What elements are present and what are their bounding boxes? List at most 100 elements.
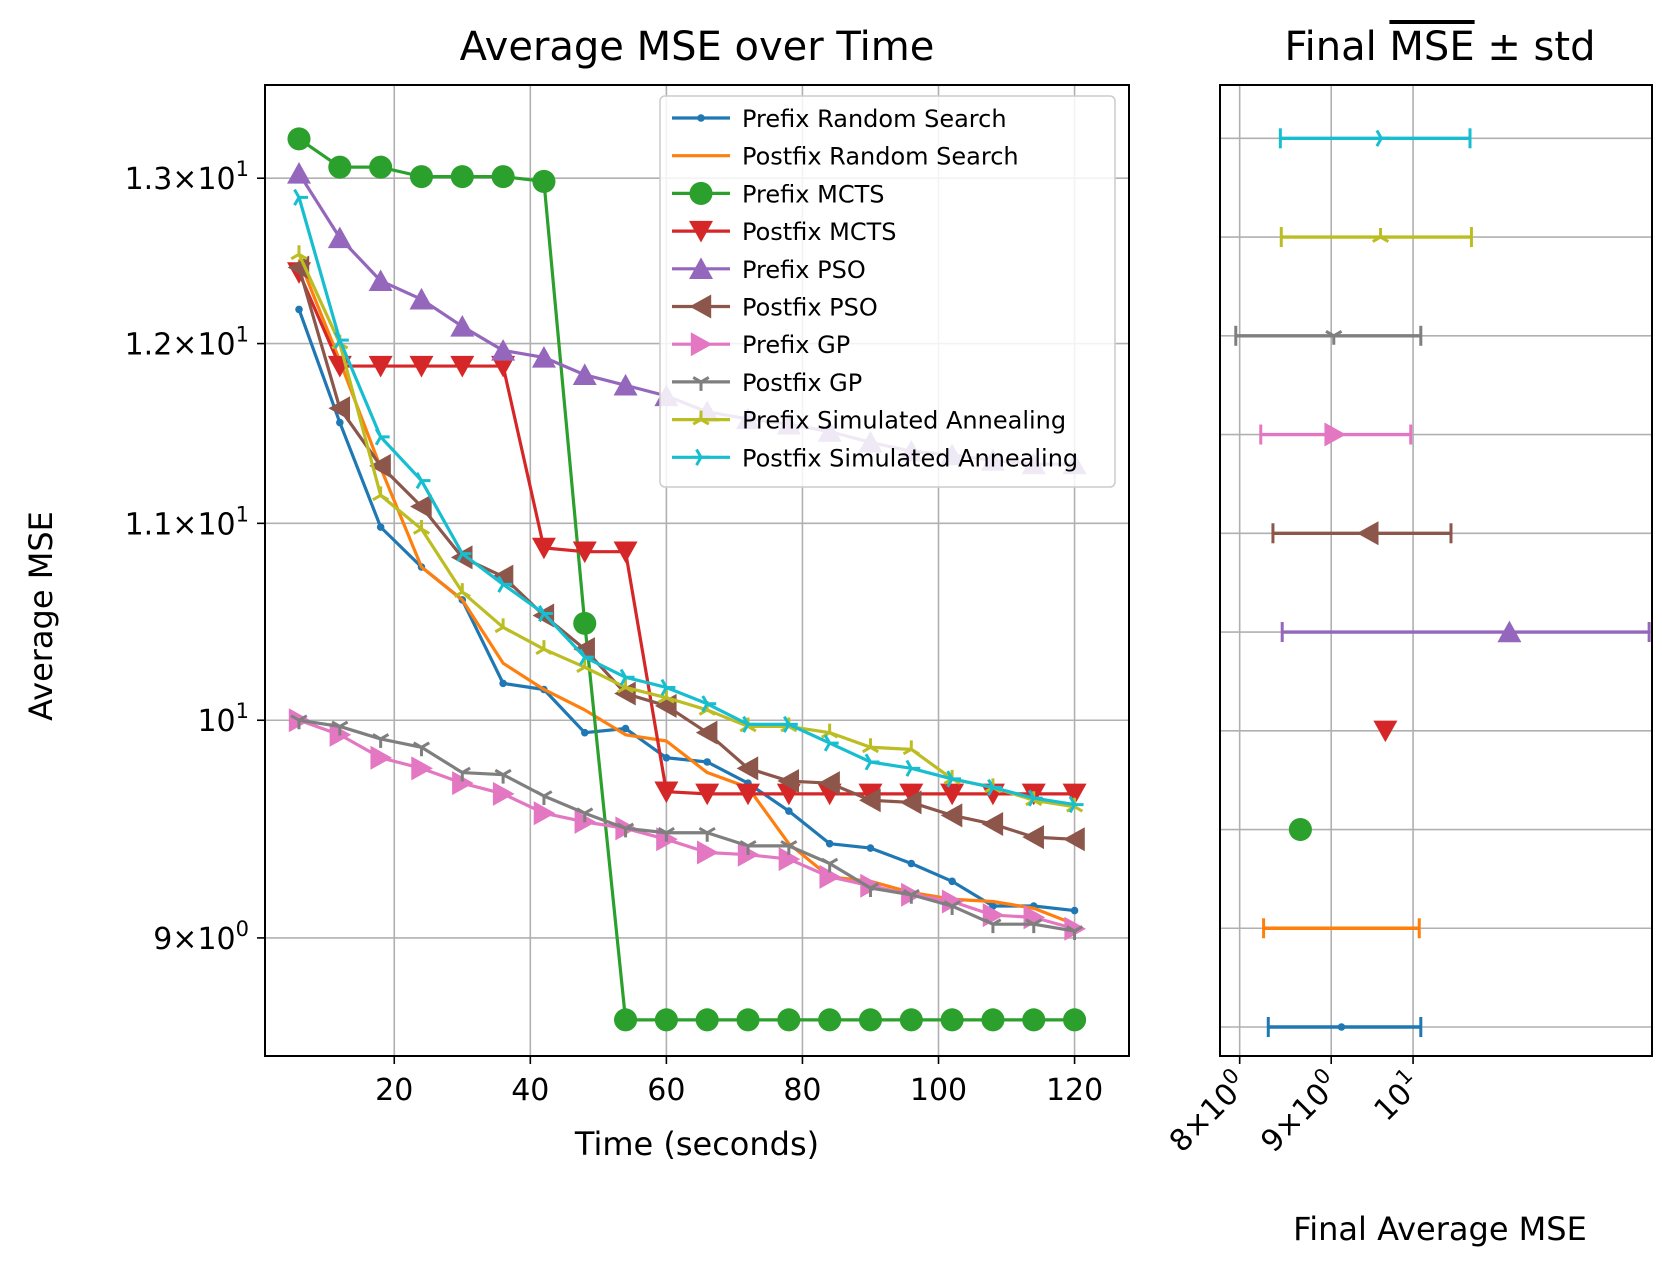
errorbar-postfix-mcts [1373, 720, 1398, 743]
data-point-postfix-simulated-annealing [946, 770, 962, 788]
data-point-prefix-simulated-annealing [821, 723, 839, 739]
data-point-prefix-pso [327, 226, 352, 249]
data-point-prefix-random-search [907, 859, 916, 868]
data-point-prefix-simulated-annealing [861, 738, 880, 754]
data-point-postfix-pso [410, 494, 432, 519]
errorbar-chart-final-mse: Final MSE ± std Final Average MSE 8×100 9… [1163, 24, 1653, 1248]
legend-label: Postfix Random Search [742, 143, 1019, 171]
left-y-tick-label: 101 [197, 699, 249, 739]
left-x-tick-label: 40 [511, 1073, 549, 1108]
left-x-tick-label: 60 [647, 1073, 685, 1108]
data-point-postfix-gp [1025, 918, 1043, 934]
data-point-prefix-random-search [1070, 906, 1079, 915]
line-chart-mse-over-time: Average MSE over Time Time (seconds) Ave… [22, 24, 1130, 1163]
data-point-prefix-random-search [580, 728, 589, 737]
data-point-postfix-gp [984, 918, 1002, 934]
data-point-prefix-mcts [1022, 1008, 1046, 1032]
right-errorbars [1234, 128, 1651, 1037]
errorbar-prefix-simulated-annealing [1279, 227, 1473, 248]
legend-item-postfix-mcts: Postfix MCTS [672, 218, 897, 246]
right-title-suffix: ± std [1487, 24, 1595, 70]
data-point-prefix-mcts [654, 1008, 678, 1032]
errorbar-postfix-simulated-annealing [1278, 128, 1472, 149]
errorbar-prefix-mcts [1288, 817, 1312, 842]
legend-swatch-marker [689, 257, 713, 279]
left-tick-labels: 20 40 60 80 100 120 9×100 101 1.1×101 1.2×101 1.3×… [125, 157, 1104, 1108]
data-point-prefix-mcts [287, 127, 311, 151]
data-point-postfix-gp [617, 822, 635, 838]
data-point-postfix-mcts [899, 783, 924, 806]
data-point-postfix-simulated-annealing [823, 734, 839, 752]
data-point-prefix-simulated-annealing [290, 245, 308, 261]
errorbar-mean-marker [1337, 1023, 1346, 1031]
legend-swatch-marker [690, 332, 713, 357]
data-point-prefix-random-search [336, 418, 344, 427]
data-point-prefix-pso [531, 345, 556, 368]
left-x-axis-label: Time (seconds) [574, 1125, 819, 1163]
right-x-tick-label: 101 [1364, 1063, 1429, 1128]
data-point-postfix-mcts [736, 783, 761, 806]
data-point-prefix-mcts [736, 1008, 760, 1032]
legend-item-postfix-pso: Postfix PSO [672, 294, 878, 322]
errorbar-postfix-pso [1271, 521, 1453, 546]
data-point-postfix-pso [369, 453, 391, 478]
data-point-prefix-simulated-annealing [453, 583, 471, 598]
data-point-postfix-gp [494, 768, 512, 784]
data-point-prefix-simulated-annealing [412, 519, 431, 535]
data-point-prefix-mcts [899, 1008, 923, 1032]
data-point-prefix-gp [533, 801, 556, 826]
data-point-postfix-simulated-annealing [293, 188, 309, 206]
errorbar-prefix-gp [1259, 422, 1413, 447]
data-point-prefix-simulated-annealing [372, 486, 390, 502]
right-chart-title: Final MSE ± std [1285, 24, 1596, 70]
data-point-postfix-pso [736, 756, 759, 781]
data-point-postfix-pso [1022, 825, 1044, 850]
data-point-prefix-mcts [328, 155, 352, 179]
data-point-postfix-mcts [531, 537, 556, 560]
data-point-prefix-pso [450, 315, 475, 337]
left-y-tick-label: 1.1×101 [125, 502, 249, 542]
data-point-prefix-mcts [1063, 1008, 1087, 1032]
errorbar-mean-marker [1375, 129, 1391, 147]
data-point-postfix-simulated-annealing [1027, 789, 1043, 807]
data-point-postfix-gp [412, 741, 431, 757]
data-point-prefix-mcts [573, 611, 597, 635]
legend-item-postfix-random-search: Postfix Random Search [672, 143, 1019, 171]
data-point-postfix-simulated-annealing [864, 753, 880, 771]
left-plot-frame [264, 84, 1130, 1057]
data-point-postfix-simulated-annealing [660, 678, 676, 696]
right-tick-labels: 8×100 9×100 101 [1163, 1063, 1429, 1159]
data-point-prefix-pso [287, 162, 312, 184]
data-point-prefix-random-search [825, 839, 834, 848]
data-point-prefix-simulated-annealing [902, 740, 920, 756]
data-point-postfix-simulated-annealing [497, 575, 513, 593]
data-point-postfix-pso [940, 803, 963, 828]
data-point-postfix-mcts [654, 781, 679, 804]
legend-swatch-marker [692, 376, 710, 391]
data-point-postfix-gp [453, 766, 471, 782]
legend-label: Prefix Simulated Annealing [742, 407, 1066, 435]
data-point-postfix-simulated-annealing [456, 545, 472, 563]
data-point-postfix-gp [331, 720, 349, 736]
data-point-postfix-gp [902, 888, 920, 904]
data-point-prefix-mcts [491, 165, 515, 189]
data-point-postfix-mcts [1062, 783, 1087, 806]
errorbar-mean-marker [1371, 228, 1390, 243]
data-point-prefix-random-search [948, 877, 956, 886]
data-point-postfix-mcts [491, 355, 516, 378]
left-x-tick-label: 120 [1046, 1073, 1103, 1108]
errorbar-postfix-random-search [1262, 918, 1421, 939]
data-point-prefix-random-search [703, 758, 711, 766]
data-point-postfix-mcts [409, 355, 434, 378]
data-point-prefix-random-search [621, 724, 630, 733]
data-point-prefix-random-search [866, 844, 875, 852]
legend-label: Prefix PSO [742, 256, 866, 284]
legend-label: Postfix Simulated Annealing [742, 444, 1078, 472]
data-point-postfix-pso [777, 769, 800, 794]
data-point-postfix-gp [861, 882, 880, 898]
data-point-prefix-mcts [858, 1008, 883, 1032]
errorbar-prefix-random-search [1266, 1017, 1423, 1037]
legend-item-prefix-random-search: Prefix Random Search [672, 105, 1007, 133]
data-point-prefix-pso [368, 269, 393, 292]
data-point-prefix-mcts [450, 165, 474, 189]
